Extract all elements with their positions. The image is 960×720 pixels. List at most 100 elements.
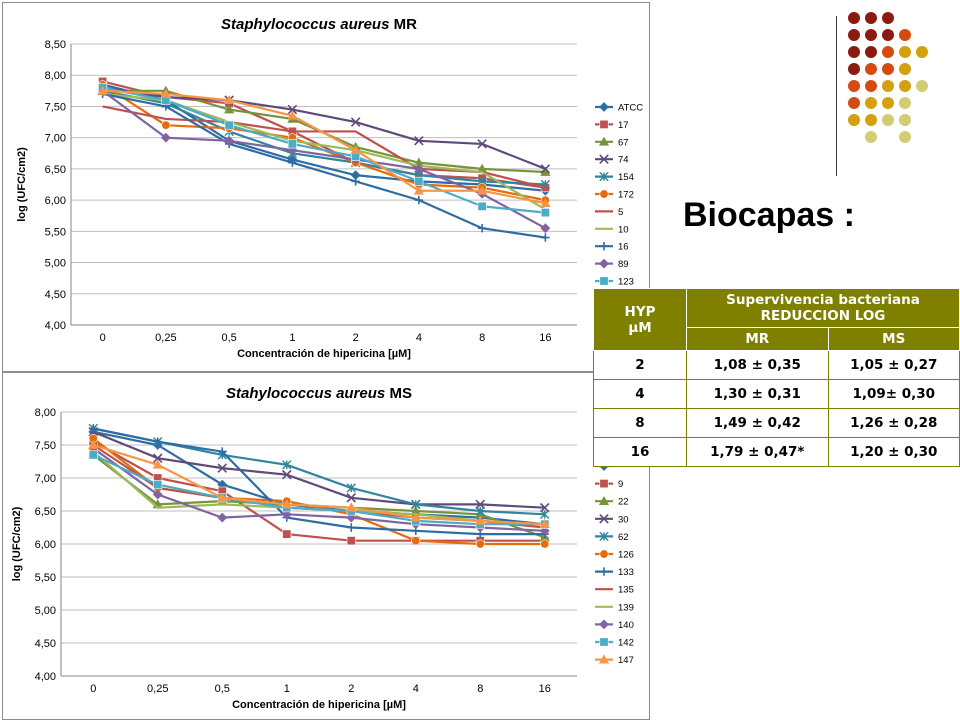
data-point [599,189,609,199]
legend-label: ATCC [618,103,643,114]
data-point [413,185,424,195]
legend-label: 135 [618,585,634,596]
table-row: 16 1,79 ± 0,47* 1,20 ± 0,30 [593,437,960,467]
chart-title-rest: MS [385,385,412,402]
data-point [282,529,292,539]
data-point [411,499,421,510]
x-tick-label: 0,5 [221,332,236,344]
data-point [414,176,424,186]
x-tick-label: 0 [90,683,96,695]
cell-concentration: 4 [593,379,687,409]
x-tick-label: 16 [539,683,551,695]
data-point [153,437,162,446]
data-point [288,158,297,167]
data-point [477,224,487,233]
header-survival: Supervivencia bacteriana REDUCCION LOG [686,288,960,328]
decorative-dot [848,29,860,41]
legend-label: 62 [618,532,629,543]
data-point [540,198,551,208]
data-point [599,258,609,269]
data-point [539,525,550,536]
data-point [346,502,357,512]
data-point [599,154,609,164]
legend-label: 9 [618,479,623,490]
header-survival-line2: REDUCCION LOG [760,308,886,324]
header-hyp-line1: HYP [624,303,656,320]
legend-label: 139 [618,602,634,613]
data-point [224,120,234,130]
legend-label: 16 [618,242,629,253]
y-tick-label: 6,50 [45,164,66,176]
data-point [152,489,163,500]
y-tick-label: 7,00 [35,473,56,485]
data-point [346,536,356,546]
series-line [92,453,545,526]
data-point [153,480,163,490]
data-point [217,463,228,473]
table-row: 8 1,49 ± 0,42 1,26 ± 0,28 [593,408,960,438]
y-tick-label: 7,00 [45,133,66,145]
series-line [93,427,545,536]
data-point [599,514,609,524]
data-point [598,654,610,664]
legend-label: 17 [618,120,629,131]
header-ms: MS [827,327,960,351]
data-point [477,139,487,149]
decorative-dot [848,80,860,92]
decorative-dot [916,46,928,58]
data-point [598,495,610,506]
data-point [152,459,163,469]
data-point [97,85,108,95]
data-point [346,483,356,493]
decorative-dot [899,29,911,41]
data-point [539,502,550,513]
legend-label: 89 [618,259,629,270]
y-tick-label: 7,50 [45,101,66,113]
decorative-dot [899,80,911,92]
data-point [217,512,228,523]
data-point [281,499,292,509]
results-table: HYP µM Supervivencia bacteriana REDUCCIO… [593,288,960,467]
series-line [102,86,546,214]
y-axis-label: log (UFC/cm2) [11,506,23,581]
data-point [152,453,163,463]
y-tick-label: 4,50 [35,638,56,650]
cell-mr: 1,30 ± 0,31 [686,379,829,409]
legend-label: 5 [618,207,623,218]
decorative-divider [836,16,837,176]
y-tick-label: 5,50 [45,226,66,238]
y-axis-label: log (UFC/cm2) [16,147,28,222]
data-point [477,185,488,195]
x-tick-label: 2 [348,683,354,695]
data-point [89,424,98,433]
x-tick-label: 2 [353,332,359,344]
data-point [541,233,550,242]
data-point [599,171,609,182]
series-line [92,430,545,509]
legend-label: 172 [618,190,634,201]
decorative-dot [916,80,928,92]
decorative-dot [848,63,860,75]
data-point [540,223,551,234]
y-tick-label: 4,50 [45,289,66,301]
x-tick-label: 8 [479,332,485,344]
data-point [414,195,424,205]
decorative-dot [899,46,911,58]
data-point [599,119,609,129]
data-point [599,637,609,647]
legend-label: 154 [618,172,634,183]
data-point [287,110,298,120]
data-point [599,242,609,251]
cell-concentration: 16 [593,437,687,467]
cell-ms: 1,20 ± 0,30 [827,437,960,467]
y-tick-label: 4,00 [45,320,66,332]
data-point [599,531,609,542]
header-hyp-line2: µM [628,319,652,336]
header-hyp: HYP µM [593,288,687,351]
data-point [540,208,550,218]
x-tick-label: 1 [284,683,290,695]
series-line [102,86,546,170]
y-tick-label: 8,00 [45,70,66,82]
y-tick-label: 4,00 [35,671,56,683]
cell-concentration: 8 [593,408,687,438]
